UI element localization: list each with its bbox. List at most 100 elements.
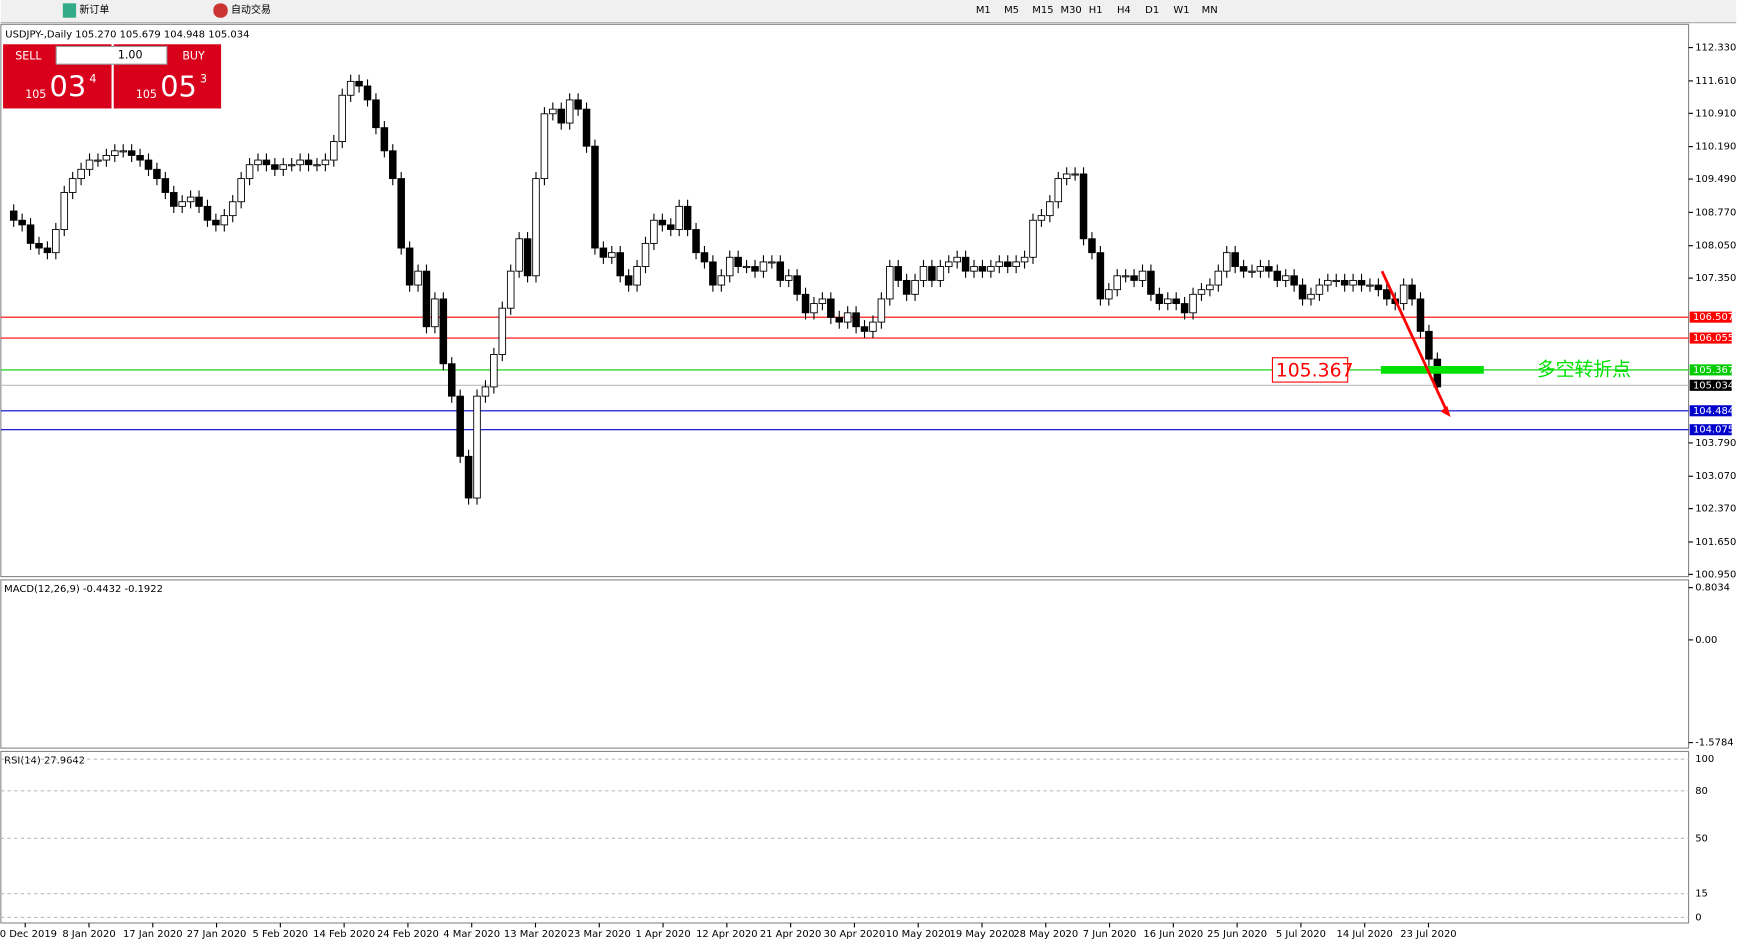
- candle: [153, 168, 161, 180]
- toolbar-button[interactable]: 自动交易: [231, 3, 271, 16]
- macd-panel: [0, 579, 1690, 749]
- candle: [987, 266, 995, 272]
- candle: [515, 238, 523, 272]
- candle: [178, 201, 186, 207]
- rsi-tick-label: 80: [1695, 786, 1708, 797]
- price-tick-label: 103.070: [1695, 471, 1736, 482]
- level-tag-label: 105.367: [1693, 365, 1734, 376]
- candle: [456, 395, 464, 457]
- candle: [759, 261, 768, 272]
- lots[interactable]: 1.00: [118, 48, 143, 61]
- timeframe-button[interactable]: M5: [1004, 5, 1019, 16]
- sell-price-sup: 4: [89, 73, 96, 86]
- autotrade-icon[interactable]: [213, 3, 228, 18]
- buy-price-main: 05: [160, 70, 197, 104]
- timeframe-button[interactable]: D1: [1145, 5, 1159, 16]
- rsi-tick-label: 15: [1695, 889, 1708, 900]
- candle: [751, 266, 759, 272]
- candle: [127, 150, 136, 156]
- candle: [60, 192, 69, 230]
- price-tick-label: 110.910: [1695, 108, 1736, 119]
- price-tick-label: 108.770: [1695, 207, 1736, 218]
- candle: [700, 252, 709, 263]
- date-label: 13 Mar 2020: [504, 929, 567, 940]
- candle: [321, 159, 330, 166]
- candle: [1180, 303, 1189, 314]
- candle: [397, 178, 405, 249]
- timeframe-button[interactable]: MN: [1202, 5, 1218, 16]
- date-label: 24 Feb 2020: [377, 929, 439, 940]
- candle: [1079, 173, 1088, 240]
- candle: [85, 159, 94, 170]
- candle: [338, 94, 347, 142]
- candle: [111, 150, 119, 156]
- candle: [405, 247, 414, 286]
- date-label: 25 Jun 2020: [1207, 929, 1267, 940]
- timeframe-button[interactable]: M1: [976, 5, 991, 16]
- buy-button[interactable]: BUY: [182, 49, 205, 62]
- candle: [725, 256, 734, 277]
- candle: [650, 219, 658, 244]
- sell-button[interactable]: SELL: [15, 49, 42, 62]
- candle: [1147, 270, 1155, 295]
- candle: [136, 155, 144, 161]
- candle: [919, 266, 928, 281]
- date-label: 23 Jul 2020: [1400, 929, 1456, 940]
- candle: [26, 224, 35, 244]
- new-order-icon[interactable]: [62, 3, 77, 18]
- annotation-box: [1271, 357, 1349, 383]
- candle: [1071, 173, 1079, 176]
- symbol-info: USDJPY-,Daily 105.270 105.679 104.948 10…: [5, 29, 249, 40]
- price-tick-label: 112.330: [1695, 43, 1736, 54]
- candle: [1155, 293, 1164, 305]
- rsi-panel: [0, 750, 1690, 924]
- candle: [692, 229, 700, 254]
- candle: [717, 275, 726, 286]
- candle: [1315, 284, 1324, 295]
- candle: [616, 252, 624, 277]
- candle: [1332, 279, 1341, 282]
- candle: [464, 455, 473, 499]
- candle: [1307, 293, 1315, 300]
- price-tick-label: 109.490: [1695, 174, 1736, 185]
- candle: [936, 266, 945, 281]
- lots-box[interactable]: [55, 45, 168, 65]
- candle: [313, 164, 321, 167]
- candle: [1062, 173, 1071, 180]
- candle: [161, 178, 170, 193]
- candle: [793, 275, 801, 295]
- toolbar: [0, 0, 1737, 23]
- candle: [1290, 275, 1298, 286]
- timeframe-button[interactable]: H1: [1089, 5, 1103, 16]
- timeframe-button[interactable]: H4: [1117, 5, 1131, 16]
- timeframe-button[interactable]: M15: [1032, 5, 1053, 16]
- date-label: 23 Mar 2020: [568, 929, 631, 940]
- date-label: 30 Dec 2019: [0, 929, 57, 940]
- annotation-price: 105.367: [1276, 361, 1354, 382]
- candle: [1046, 201, 1054, 217]
- timeframe-button[interactable]: W1: [1173, 5, 1189, 16]
- candle: [565, 99, 574, 124]
- level-tag-label: 104.484: [1693, 406, 1734, 417]
- candle: [877, 298, 886, 323]
- candle: [1408, 284, 1416, 300]
- candle: [843, 312, 852, 323]
- candle: [481, 386, 490, 397]
- candle: [1265, 266, 1273, 272]
- candle: [102, 155, 111, 161]
- level-tag: [1689, 405, 1732, 417]
- candle: [818, 298, 827, 305]
- toolbar-button[interactable]: 新订单: [79, 3, 109, 16]
- date-label: 10 May 2020: [886, 929, 951, 940]
- candle: [254, 159, 262, 166]
- candle: [203, 205, 212, 221]
- candle: [1416, 298, 1425, 332]
- candle: [944, 261, 953, 267]
- date-label: 4 Mar 2020: [443, 929, 500, 940]
- candle: [43, 247, 52, 254]
- price-tick-label: 107.350: [1695, 273, 1736, 284]
- date-label: 7 Jun 2020: [1083, 929, 1137, 940]
- timeframe-button[interactable]: M30: [1061, 5, 1082, 16]
- candle: [1012, 261, 1020, 267]
- macd-tick-label: 0.8034: [1695, 583, 1730, 594]
